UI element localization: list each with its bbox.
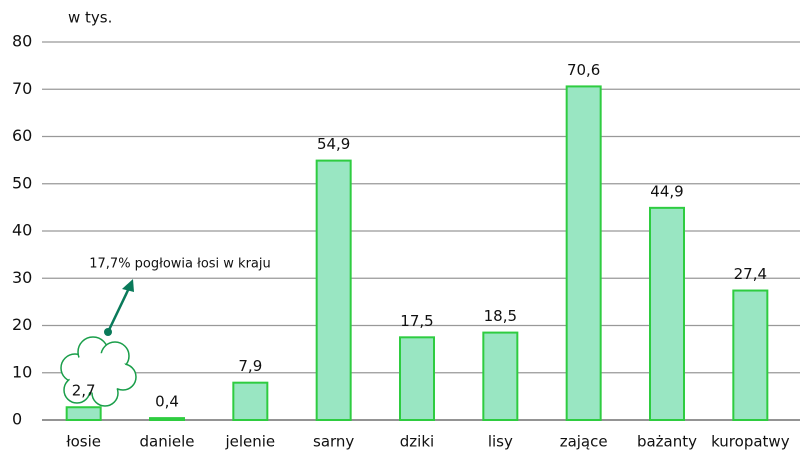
value-label: 0,4: [155, 393, 179, 411]
y-tick-label: 60: [12, 126, 32, 145]
value-label: 17,5: [400, 312, 433, 330]
bar: [65, 406, 102, 421]
bar: [315, 159, 352, 421]
bar: [149, 417, 185, 421]
y-tick-label: 40: [12, 221, 32, 240]
x-tick-label: lisy: [488, 433, 513, 451]
x-tick-label: daniele: [139, 433, 194, 451]
bar: [482, 331, 519, 421]
cloud: [60, 336, 137, 407]
bar: [732, 289, 769, 421]
value-label: 7,9: [238, 357, 262, 375]
y-axis-label: w tys.: [68, 9, 112, 27]
value-label: 70,6: [567, 61, 600, 79]
x-tick-label: bażanty: [637, 433, 697, 451]
value-label: 27,4: [734, 265, 767, 283]
value-label: 54,9: [317, 135, 350, 153]
x-tick-label: dziki: [400, 433, 434, 451]
annotation: 17,7% pogłowia łosi w kraju: [89, 257, 271, 272]
x-tick-label: łosie: [66, 433, 101, 451]
x-tick-label: sarny: [313, 433, 354, 451]
y-tick-label: 70: [12, 79, 32, 98]
y-tick-label: 50: [12, 173, 32, 192]
y-tick-label: 80: [12, 32, 32, 51]
x-tick-label: zające: [560, 433, 608, 451]
value-label: 2,7: [72, 382, 96, 400]
bar: [399, 336, 435, 421]
y-tick-label: 20: [12, 315, 32, 334]
y-tick-label: 30: [12, 268, 32, 287]
x-tick-label: jelenie: [224, 433, 275, 451]
annotation-arrow: [104, 279, 134, 336]
value-label: 18,5: [484, 307, 517, 325]
y-tick-label: 0: [12, 410, 22, 429]
y-tick-label: 10: [12, 362, 32, 381]
bar: [649, 206, 685, 421]
value-label: 44,9: [650, 182, 683, 200]
bar: [232, 381, 269, 421]
bar: [565, 85, 602, 421]
x-tick-label: kuropatwy: [711, 433, 790, 451]
